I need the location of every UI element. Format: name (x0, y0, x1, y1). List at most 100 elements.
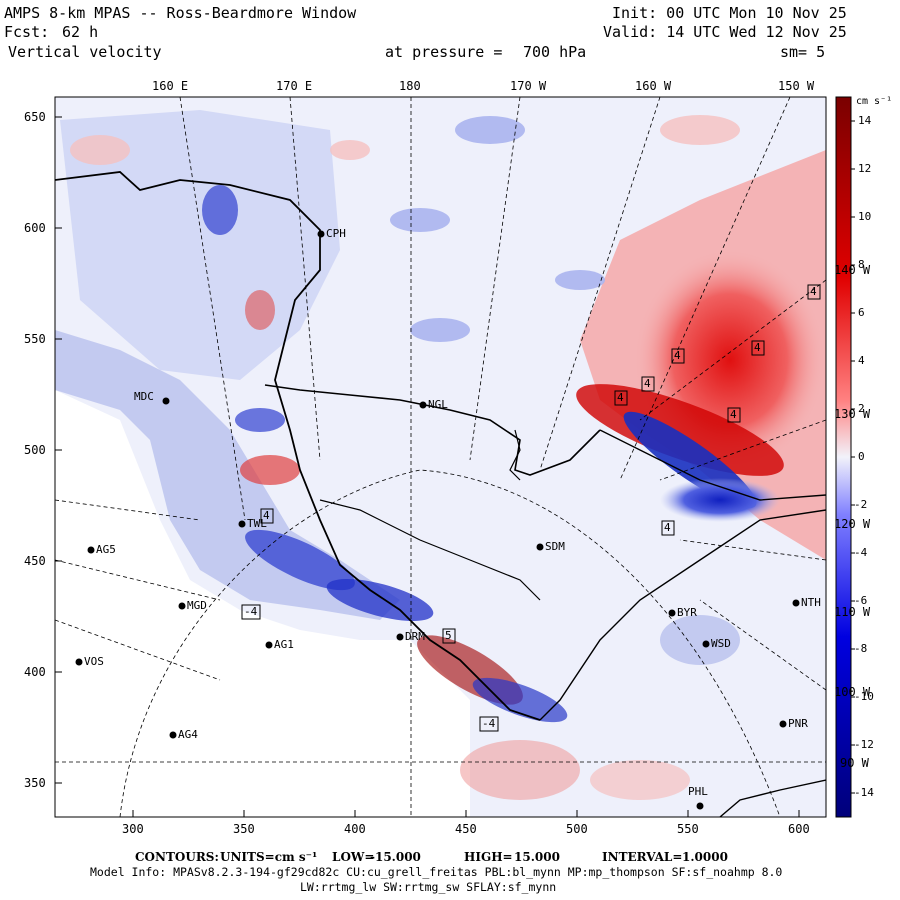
station-marker (668, 609, 676, 617)
pressure-value: 700 hPa (523, 43, 587, 61)
colorbar-tick-label: -6 (854, 594, 868, 607)
bottom-axis-label: 450 (455, 822, 477, 836)
contour-label-box (479, 716, 499, 732)
colorbar-tick-label: 0 (858, 450, 865, 463)
station-marker (792, 599, 800, 607)
meridian-label: 120 W (834, 517, 871, 531)
station-label-ngl: NGL (428, 398, 448, 411)
station-marker (696, 802, 704, 810)
station-label-mdc: MDC (134, 390, 154, 403)
station-label-phl: PHL (688, 785, 708, 798)
colorbar-unit: cm s⁻¹ (856, 96, 893, 107)
station-label-nth: NTH (801, 596, 821, 609)
station-marker (779, 720, 787, 728)
pressure-label: at pressure = (385, 43, 503, 61)
top-axis-label: 170 W (510, 79, 547, 93)
bottom-axis-label: 500 (566, 822, 588, 836)
colorbar-tick-label: 8 (858, 258, 865, 271)
station-label-vos: VOS (84, 655, 104, 668)
colorbar (835, 96, 852, 818)
variable-name: Vertical velocity (8, 43, 162, 61)
contour-label-box (442, 628, 456, 644)
contour-label-box (727, 407, 741, 423)
bottom-axis-label: 350 (233, 822, 255, 836)
colorbar-tick-label: 6 (858, 306, 865, 319)
station-marker (169, 731, 177, 739)
vertical-velocity-field (55, 97, 826, 817)
meridian-label: 100 W (834, 685, 871, 699)
left-axis-label: 550 (24, 332, 46, 346)
station-marker (396, 633, 404, 641)
colorbar-tick-label: -8 (854, 642, 868, 655)
meridian-label: 130 W (834, 407, 871, 421)
bottom-axis-label: 600 (788, 822, 810, 836)
contour-label-box (807, 284, 821, 300)
contour-label: -4 (482, 717, 496, 730)
interval-value: 1.0000 (682, 850, 728, 864)
top-axis-label: 150 W (778, 79, 815, 93)
low-value: -15.000 (370, 850, 421, 864)
contour-label: 4 (617, 391, 624, 404)
contour-label: -4 (244, 605, 258, 618)
colorbar-tick-label: -4 (854, 546, 868, 559)
bottom-axis-label: 550 (677, 822, 699, 836)
contour-label: 4 (644, 377, 651, 390)
colorbar-tick-label: 10 (858, 210, 872, 223)
colorbar-tick-label: 12 (858, 162, 872, 175)
station-label-drm: DRM (405, 630, 425, 643)
colorbar-tick-label: 4 (858, 354, 865, 367)
station-marker (75, 658, 83, 666)
forecast-label: Fcst: (4, 23, 50, 41)
contour-label: 4 (754, 341, 761, 354)
init-time: Init: 00 UTC Mon 10 Nov 25 (612, 4, 847, 22)
colorbar-tick-label: 14 (858, 114, 872, 127)
contour-label-box (751, 340, 765, 356)
colorbar-tick-label: -14 (854, 786, 874, 799)
model-info: Model Info: MPASv8.2.3-194-gf29cd82c CU:… (90, 865, 783, 879)
station-marker (178, 602, 186, 610)
high-value: 15.000 (514, 850, 560, 864)
top-axis-label: 170 E (276, 79, 313, 93)
contours-label: CONTOURS: (135, 850, 219, 864)
station-marker (87, 546, 95, 554)
forecast-hour: 62 h (62, 23, 99, 41)
contour-label: 4 (674, 349, 681, 362)
meridian-label: 90 W (840, 756, 869, 770)
colorbar-tick-label: -10 (854, 690, 874, 703)
low-label: LOW= (332, 850, 375, 864)
colorbar-tick-label: -2 (854, 498, 868, 511)
contour-label: 4 (664, 521, 671, 534)
station-marker (317, 230, 325, 238)
left-axis-label: 450 (24, 554, 46, 568)
top-axis-label: 160 E (152, 79, 189, 93)
axis-ticks (55, 116, 800, 817)
bottom-axis-label: 400 (344, 822, 366, 836)
station-marker (702, 640, 710, 648)
left-axis-label: 500 (24, 443, 46, 457)
station-marker (162, 397, 170, 405)
contour-label-box (661, 520, 675, 536)
contour-label: 5 (445, 629, 452, 642)
station-label-ag5: AG5 (96, 543, 116, 556)
plot-title: AMPS 8-km MPAS -- Ross-Beardmore Window (4, 4, 357, 22)
bottom-axis-label: 300 (122, 822, 144, 836)
left-axis-label: 650 (24, 110, 46, 124)
contour-label: 4 (263, 509, 270, 522)
station-label-byr: BYR (677, 606, 697, 619)
contour-label-box (260, 508, 274, 524)
contour-label: 4 (730, 408, 737, 421)
meridian-label: 140 W (834, 263, 871, 277)
contour-label-box (241, 604, 261, 620)
station-label-ag4: AG4 (178, 728, 198, 741)
units-label: UNITS=cm s⁻¹ (220, 850, 318, 864)
left-axis-label: 600 (24, 221, 46, 235)
station-label-mgd: MGD (187, 599, 207, 612)
smoothing: sm= 5 (780, 43, 826, 61)
valid-time: Valid: 14 UTC Wed 12 Nov 25 (603, 23, 847, 41)
station-label-cph: CPH (326, 227, 346, 240)
model-info-physics: LW:rrtmg_lw SW:rrtmg_sw SFLAY:sf_mynn (300, 880, 557, 894)
station-marker (265, 641, 273, 649)
station-marker (238, 520, 246, 528)
station-label-sdm: SDM (545, 540, 565, 553)
